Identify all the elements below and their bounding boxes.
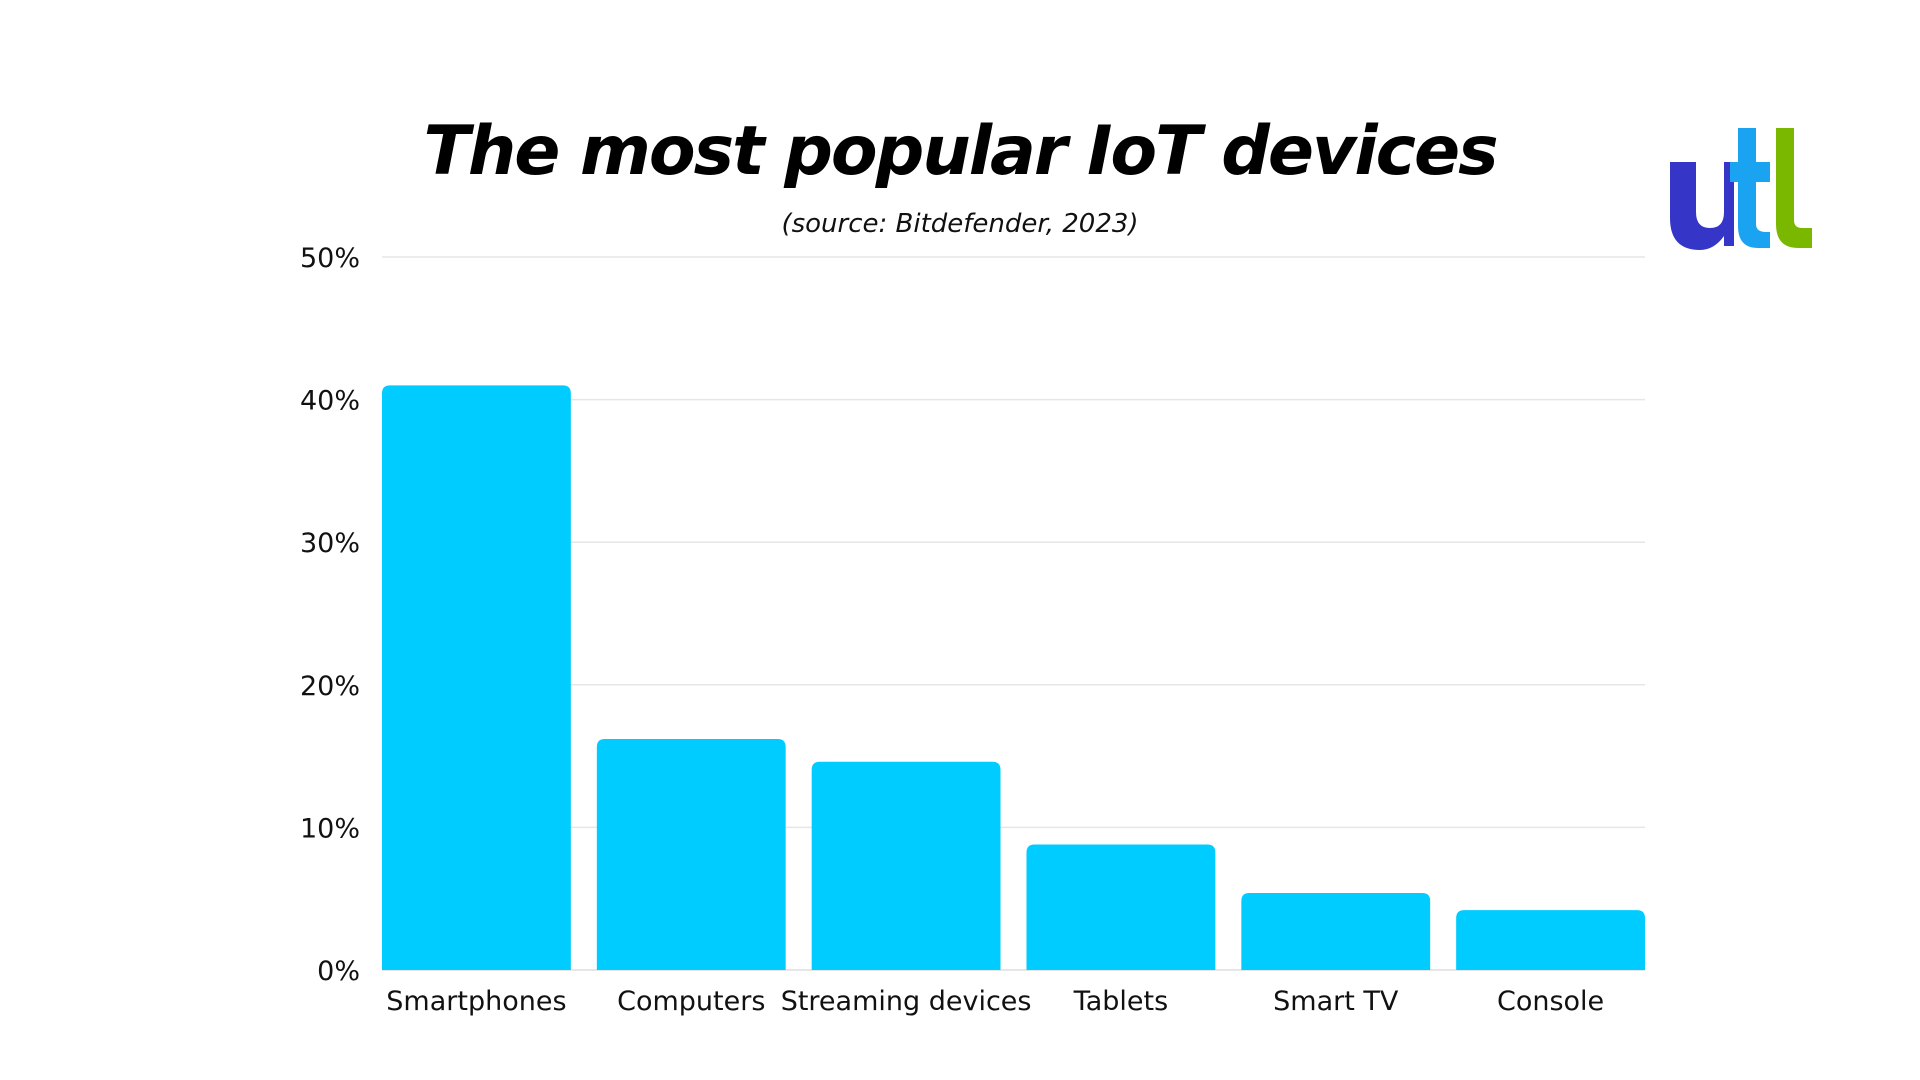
grid-lines [382,256,1645,971]
y-tick-label: 10% [300,813,360,844]
bar-streaming-devices [811,761,1001,970]
logo-letter-l-green [1776,128,1812,248]
y-tick-label: 50% [300,243,360,274]
bar-console [1456,910,1645,970]
bar-tablets [1026,844,1216,970]
y-tick-label: 0% [317,956,360,987]
logo-letter-t-blue [1730,128,1770,248]
y-tick-label: 20% [300,671,360,702]
x-category-label: Streaming devices [781,986,1032,1017]
x-category-label: Computers [617,986,765,1017]
y-tick-label: 40% [300,386,360,417]
bars [382,385,1645,971]
bar-smartphones [382,385,571,971]
x-category-label: Smart TV [1273,986,1399,1017]
y-tick-label: 30% [300,528,360,559]
bar-smart-tv [1241,892,1431,970]
x-category-label: Tablets [1073,986,1168,1017]
y-axis-ticks: 0% 10% 20% 30% 40% 50% [300,243,360,987]
x-axis-labels: Smartphones Computers Streaming devices Tab… [386,986,1604,1017]
x-category-label: Console [1497,986,1604,1017]
chart-title: The most popular IoT devices [423,112,1498,191]
x-category-label: Smartphones [386,986,566,1017]
logo-letter-u [1670,162,1734,250]
utl-logo [1670,128,1812,250]
bar-computers [596,738,786,970]
chart-subtitle: (source: Bitdefender, 2023) [781,209,1139,239]
